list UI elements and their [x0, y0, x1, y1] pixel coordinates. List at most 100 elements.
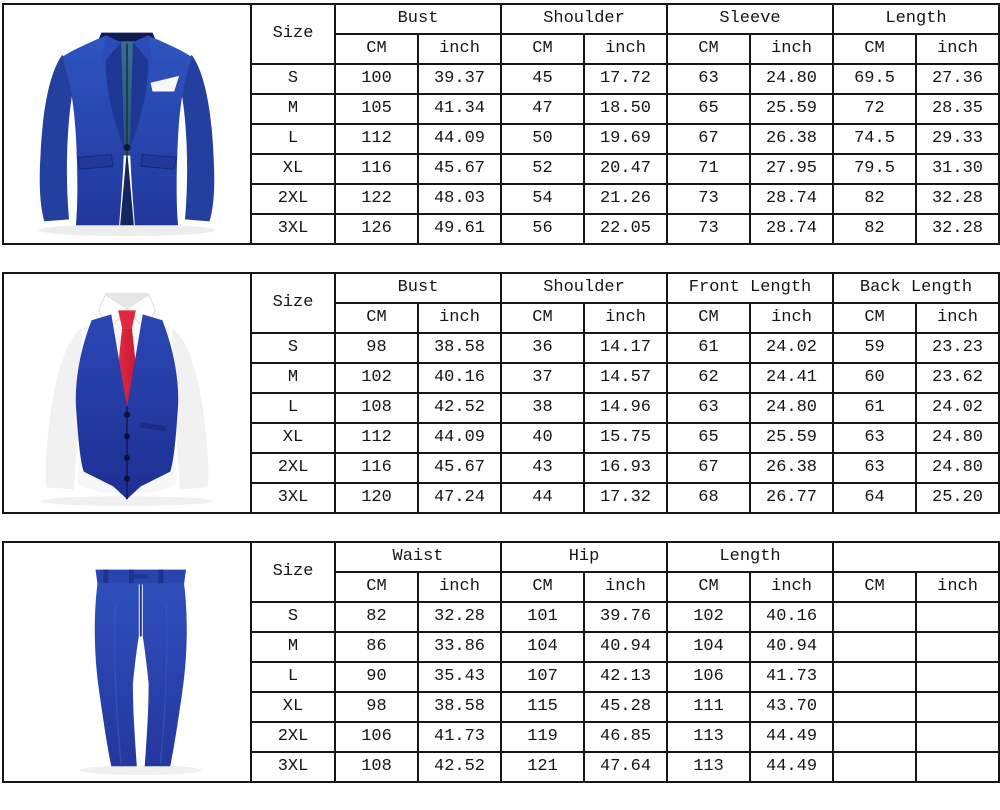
measurement-value: 28.74 — [749, 213, 834, 245]
unit-header-inch: inch — [417, 302, 502, 334]
header-row-units: CM inch CM inch CM inch CM inch — [3, 302, 1000, 334]
measurement-value: 23.62 — [915, 362, 1000, 394]
measurement-value: 37 — [500, 362, 585, 394]
unit-header-cm: CM — [666, 33, 751, 65]
measurement-value: 26.38 — [749, 123, 834, 155]
measurement-value: 26.38 — [748, 452, 835, 484]
measurement-value: 90 — [334, 661, 419, 693]
header-row-units: CM inch CM inch CM inch CM inch — [3, 571, 1000, 603]
measurement-value: 39.76 — [583, 601, 669, 633]
measurement-value: 47 — [500, 93, 585, 125]
suit-jacket-image — [38, 32, 216, 237]
unit-header-inch: inch — [583, 302, 668, 334]
measurement-value: 27.36 — [915, 63, 1000, 95]
measurement-value: 120 — [334, 482, 419, 514]
table-row-size-s: S 82 32.28 101 39.76 102 40.16 — [3, 601, 1000, 633]
size-value: M — [250, 631, 336, 663]
measurement-value: 44.49 — [749, 751, 835, 783]
measurement-value: 47.64 — [583, 751, 669, 783]
unit-header-cm: CM — [666, 571, 752, 603]
measurement-value: 107 — [500, 661, 586, 693]
measurement-value: 47.24 — [417, 482, 502, 514]
vest-shirt-tie-image — [40, 292, 214, 507]
measurement-value: 38 — [500, 392, 585, 424]
measurement-value: 111 — [666, 691, 752, 723]
group-header-bust: Bust — [334, 3, 502, 35]
measurement-value: 105 — [334, 93, 419, 125]
measurement-value: 63 — [666, 392, 751, 424]
measurement-value: 73 — [666, 213, 751, 245]
measurement-value — [915, 601, 1000, 633]
measurement-value: 106 — [334, 721, 419, 753]
measurement-value: 38.58 — [416, 691, 503, 723]
measurement-value: 49.61 — [417, 213, 502, 245]
size-value: 3XL — [250, 213, 336, 245]
group-header-length: Length — [666, 541, 835, 573]
unit-header-inch: inch — [583, 33, 668, 65]
measurement-value: 112 — [334, 422, 419, 454]
header-row-units: CM inch CM inch CM inch CM inch — [3, 33, 1000, 65]
unit-header-inch: inch — [749, 33, 834, 65]
unit-header-inch: inch — [915, 302, 1000, 334]
group-header-bust: Bust — [334, 272, 502, 304]
unit-header-cm: CM — [500, 571, 586, 603]
measurement-value: 102 — [334, 362, 419, 394]
measurement-value: 29.33 — [915, 123, 1000, 155]
measurement-value: 24.80 — [915, 452, 1000, 484]
measurement-value: 45.67 — [417, 153, 502, 185]
group-header-sleeve: Sleeve — [666, 3, 834, 35]
measurement-value: 42.52 — [416, 751, 503, 783]
size-value: S — [250, 63, 336, 95]
measurement-value: 32.28 — [915, 183, 1000, 215]
measurement-value: 43 — [500, 452, 585, 484]
measurement-value: 121 — [500, 751, 586, 783]
table-row-size-2xl: 2XL 116 45.67 43 16.93 67 26.38 63 24.80 — [3, 452, 1000, 484]
measurement-value: 48.03 — [417, 183, 502, 215]
measurement-value — [915, 631, 1000, 663]
header-row-groups: Size Bust Shoulder Sleeve Length — [2, 3, 1000, 245]
measurement-value: 50 — [500, 123, 585, 155]
measurement-value: 63 — [832, 422, 918, 454]
table-row-size-3xl: 3XL 126 49.61 56 22.05 73 28.74 82 32.28 — [3, 213, 1000, 245]
measurement-value: 82 — [832, 183, 917, 215]
group-header-shoulder: Shoulder — [500, 3, 668, 35]
measurement-value: 98 — [334, 691, 419, 723]
suit-jacket-photo — [2, 3, 252, 245]
measurement-value: 31.30 — [915, 153, 1000, 185]
unit-header-cm: CM — [832, 571, 918, 603]
suit-pants-photo — [2, 541, 252, 783]
measurement-value: 52 — [500, 153, 585, 185]
measurement-value: 40.16 — [749, 601, 835, 633]
measurement-value: 44.09 — [417, 123, 502, 155]
measurement-value: 108 — [334, 751, 419, 783]
measurement-value: 61 — [832, 392, 918, 424]
measurement-value: 113 — [666, 721, 752, 753]
group-header-front-length: Front Length — [665, 272, 835, 304]
table-row-size-m: M 105 41.34 47 18.50 65 25.59 72 28.35 — [3, 93, 1000, 125]
measurement-value — [832, 751, 918, 783]
measurement-value — [915, 751, 1000, 783]
size-value: XL — [250, 422, 336, 454]
unit-header-inch: inch — [417, 33, 502, 65]
measurement-value — [915, 691, 1000, 723]
measurement-value: 40.94 — [583, 631, 669, 663]
measurement-value: 33.86 — [416, 631, 503, 663]
measurement-value: 104 — [666, 631, 752, 663]
measurement-value: 42.13 — [583, 661, 669, 693]
group-header-hip: Hip — [500, 541, 669, 573]
measurement-value: 73 — [666, 183, 751, 215]
measurement-value: 41.73 — [416, 721, 503, 753]
pants-size-section: Size Waist Hip Length CM inch CM inch CM inch CM in… — [2, 541, 1000, 783]
size-value: L — [250, 661, 336, 693]
size-value: 3XL — [250, 482, 336, 514]
measurement-value: 67 — [666, 123, 751, 155]
measurement-value: 41.73 — [749, 661, 835, 693]
measurement-value: 82 — [334, 601, 419, 633]
measurement-value: 126 — [334, 213, 419, 245]
measurement-value: 104 — [500, 631, 586, 663]
group-header-shoulder: Shoulder — [500, 272, 668, 304]
table-row-size-m: M 86 33.86 104 40.94 104 40.94 — [3, 631, 1000, 663]
measurement-value — [832, 631, 918, 663]
measurement-value: 86 — [334, 631, 419, 663]
measurement-value: 14.96 — [583, 392, 668, 424]
